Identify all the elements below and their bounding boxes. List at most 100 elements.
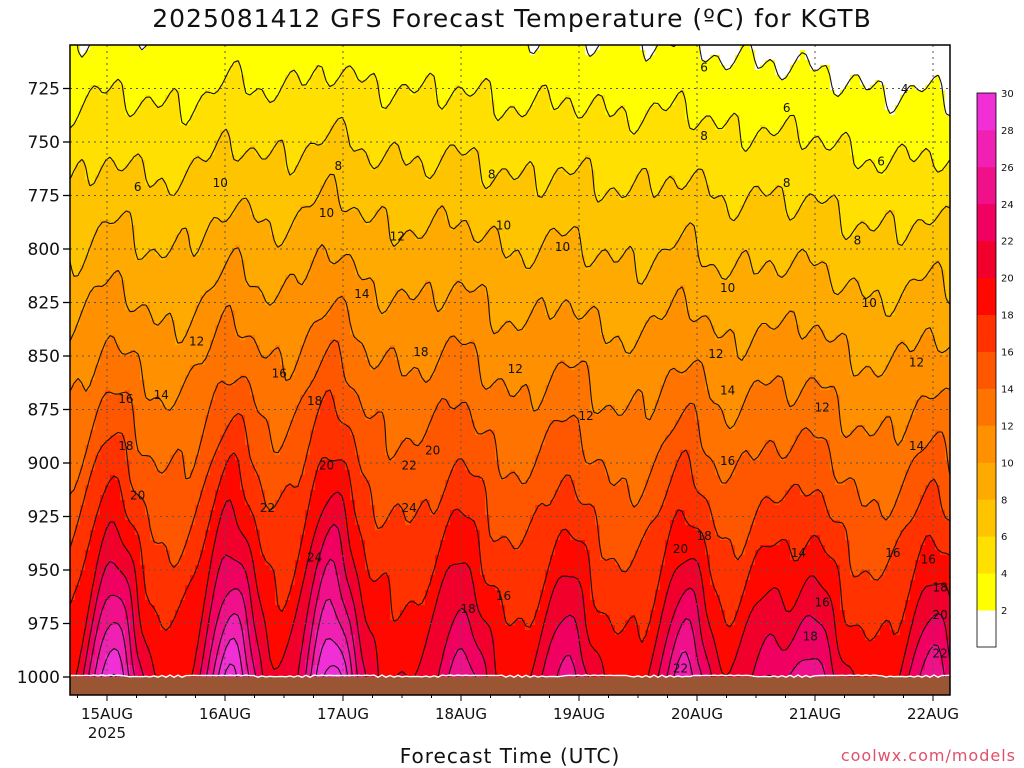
isotherm-16 <box>70 389 950 581</box>
contour-label: 8 <box>854 234 862 248</box>
colorbar-swatch <box>977 536 996 574</box>
colorbar-swatch <box>977 351 996 389</box>
colorbar-label: 18 <box>1001 311 1014 322</box>
colorbar-swatch <box>977 462 996 500</box>
colorbar-label: 16 <box>1001 348 1014 359</box>
ground <box>70 677 950 695</box>
colorbar-label: 10 <box>1001 458 1014 469</box>
colorbar-swatch <box>977 166 996 205</box>
contour-label: 14 <box>720 384 735 398</box>
colorbar-label: 22 <box>1001 237 1014 248</box>
y-tick-label: 875 <box>28 401 60 421</box>
contour-label: 12 <box>189 334 204 348</box>
contour-label: 12 <box>390 229 405 243</box>
contour-label: 10 <box>213 176 228 190</box>
contour-label: 10 <box>555 240 570 254</box>
contour-label: 10 <box>720 281 735 295</box>
colorbar-label: 30 <box>1001 89 1014 100</box>
contour-label: 8 <box>700 129 708 143</box>
colorbar-swatch <box>977 93 996 131</box>
contour-label: 18 <box>932 580 947 594</box>
contour-label: 18 <box>803 630 818 644</box>
contour-label: 22 <box>260 501 275 515</box>
contour-label: 6 <box>700 60 708 74</box>
plot-area: 6 8 8 8 8 8 6 6 6 4 10 10 10 10 10 10 12 12 12 12 12 12 12 14 14… <box>70 45 950 695</box>
x-tick-label: 22AUG <box>907 705 959 723</box>
contour-label: 12 <box>814 401 829 415</box>
x-axis-label: Forecast Time (UTC) <box>300 744 720 768</box>
y-axis: 1000 975 950 925 900 875 850 825 800 775 750 725 <box>17 80 70 688</box>
y-tick-label: 800 <box>28 240 60 260</box>
colorbar-frame <box>976 92 997 648</box>
colorbar-label: 6 <box>1001 532 1007 543</box>
contour-label: 16 <box>814 595 829 609</box>
colorbar-swatch <box>977 203 996 242</box>
contour-label: 20 <box>425 443 440 457</box>
colorbar-label: 8 <box>1001 495 1007 506</box>
y-tick-label: 900 <box>28 454 60 474</box>
contour-label: 16 <box>720 454 735 468</box>
contour-label: 20 <box>319 458 334 472</box>
y-tick-label: 925 <box>28 508 60 528</box>
colorbar-label: 24 <box>1001 200 1014 211</box>
isotherm-2 <box>76 45 950 117</box>
colorbar-swatch <box>977 240 996 279</box>
contour-label: 18 <box>118 439 133 453</box>
y-tick-label: 950 <box>28 561 60 581</box>
contour-label: 18 <box>460 602 475 616</box>
contour-label: 4 <box>901 82 909 96</box>
colorbar-label: 28 <box>1001 126 1014 137</box>
contour-label: 12 <box>578 409 593 423</box>
contour-label: 10 <box>496 219 511 233</box>
contour-label: 8 <box>783 176 791 190</box>
isotherm-12 <box>70 295 950 446</box>
contour-label: 22 <box>401 458 416 472</box>
contour-label: 18 <box>696 529 711 543</box>
contour-label: 16 <box>118 392 133 406</box>
colorbar-swatch <box>977 277 996 315</box>
contour-label: 20 <box>932 608 947 622</box>
isotherm-contours <box>70 45 950 695</box>
isotherm-20 <box>70 491 950 695</box>
contour-label: 18 <box>413 345 428 359</box>
colorbar-label: 4 <box>1001 569 1007 580</box>
contour-label: 22 <box>932 647 947 661</box>
contour-label: 6 <box>783 101 791 115</box>
contour-label: 14 <box>354 287 369 301</box>
y-tick-label: 825 <box>28 294 60 314</box>
x-tick-label: 19AUG <box>553 705 605 723</box>
temperature-field <box>70 45 950 695</box>
contour-label: 14 <box>154 388 169 402</box>
colorbar-label: 26 <box>1001 163 1014 174</box>
ground-surface <box>70 674 950 695</box>
contour-label: 20 <box>130 488 145 502</box>
x-tick-label: 18AUG <box>435 705 487 723</box>
colorbar-swatch <box>977 573 996 611</box>
contour-label: 16 <box>496 589 511 603</box>
colorbar-swatch <box>977 314 996 352</box>
contour-label: 24 <box>401 501 416 515</box>
contour-label: 16 <box>921 553 936 567</box>
colorbar-swatch <box>977 388 996 426</box>
contour-label: 8 <box>488 167 496 181</box>
x-tick-label: 21AUG <box>789 705 841 723</box>
isotherm-10 <box>70 244 950 378</box>
x-tick-label: 17AUG <box>317 705 369 723</box>
y-tick-label: 750 <box>28 133 60 153</box>
contour-label: 12 <box>508 362 523 376</box>
contour-label: 24 <box>307 550 322 564</box>
contour-label: 12 <box>909 356 924 370</box>
contour-label: 6 <box>877 155 885 169</box>
chart-title: 2025081412 GFS Forecast Temperature (ºC)… <box>0 4 1024 33</box>
x-tick-label: 16AUG <box>199 705 251 723</box>
x-tick-label: 20AUG <box>671 705 723 723</box>
contour-label: 14 <box>909 439 924 453</box>
contour-label: 14 <box>791 546 806 560</box>
source-credit: coolwx.com/models <box>841 746 1016 765</box>
contour-label: 20 <box>673 542 688 556</box>
colorbar-label: 12 <box>1001 421 1014 432</box>
isotherm-18 <box>70 452 950 643</box>
